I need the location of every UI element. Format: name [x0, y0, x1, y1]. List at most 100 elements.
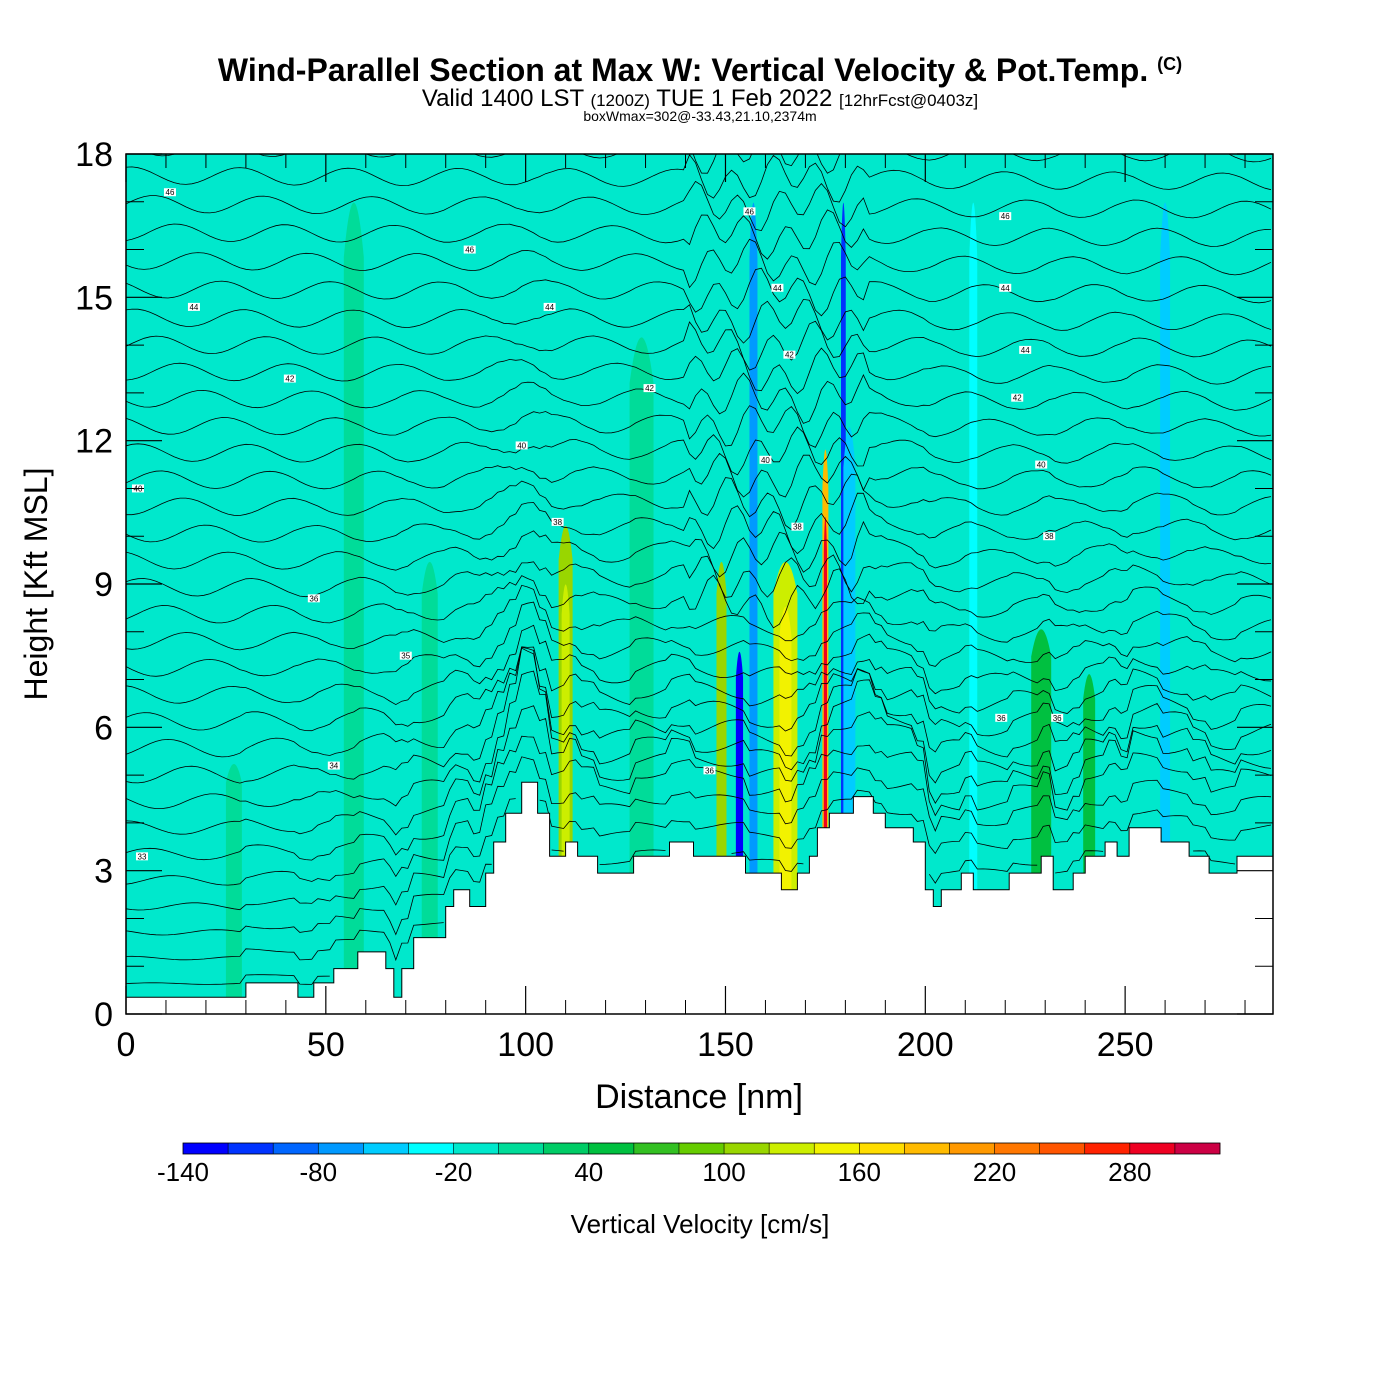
colorbar-swatch [408, 1143, 454, 1154]
colorbar-swatch [363, 1143, 409, 1154]
isentrope-label: 44 [771, 283, 784, 293]
colorbar-swatch [453, 1143, 499, 1154]
y-tick-label: 0 [94, 996, 113, 1034]
isentrope-line [126, 922, 444, 962]
colorbar-swatch [994, 1143, 1040, 1154]
velocity-column [225, 763, 242, 1014]
colorbar-swatch [1174, 1143, 1221, 1154]
isentrope-label-text: 40 [517, 441, 526, 450]
isentrope-label-text: 46 [745, 207, 754, 216]
isentrope-line [126, 735, 1272, 861]
isentrope-label-text: 42 [645, 384, 654, 393]
isentrope-label-bg [1051, 713, 1064, 722]
isentrope-line [126, 426, 1272, 476]
isentrope-label: 40 [515, 441, 528, 450]
isentrope-lines [126, 154, 1272, 984]
isentrope-label: 42 [1011, 393, 1024, 403]
y-tick-label: 3 [94, 853, 113, 891]
colorbar-swatch [318, 1143, 364, 1154]
isentrope-label-text: 44 [1021, 346, 1030, 355]
isentrope-line [126, 584, 1272, 651]
isentrope-line [149, 154, 1272, 174]
isentrope-line [126, 320, 1272, 371]
chart-subtitle: Valid 1400 LST (1200Z) TUE 1 Feb 2022 [1… [421, 85, 979, 112]
isentrope-label: 44 [999, 283, 1012, 293]
colorbar-swatch [273, 1143, 319, 1154]
isentrope-line [126, 849, 1236, 936]
isentrope-label-text: 46 [465, 246, 474, 255]
isentrope-label-text: 33 [138, 852, 147, 861]
chart-title: Wind-Parallel Section at Max W: Vertical… [217, 52, 1183, 88]
isentrope-label-text: 46 [1001, 212, 1010, 221]
isentrope-label-bg [515, 441, 528, 450]
isentrope-label: 42 [783, 350, 796, 360]
x-axis-label: Distance [nm] [595, 1078, 803, 1116]
isentrope-line [126, 347, 1272, 395]
colorbar-tick-label: -20 [435, 1157, 473, 1187]
isentrope-label: 36 [1051, 713, 1064, 723]
x-tick-label: 100 [497, 1026, 554, 1064]
isentrope-label-text: 38 [1045, 532, 1054, 541]
isentrope-line [126, 238, 1272, 289]
isentrope-line [126, 624, 1272, 706]
colorbar-swatch [949, 1143, 995, 1154]
colorbar-swatch [678, 1143, 725, 1154]
isentrope-line [126, 180, 1272, 232]
isentrope-line [126, 298, 1272, 344]
isentrope-label-bg [771, 283, 784, 292]
y-axis-label: Height [Kft MSL] [18, 468, 54, 701]
x-tick-label: 200 [897, 1026, 954, 1064]
isentrope-label-bg [327, 761, 340, 770]
colorbar-swatch [498, 1143, 544, 1154]
isentrope-line [126, 520, 1272, 578]
colorbar-tick-label: 160 [838, 1157, 881, 1187]
colorbar-swatch [769, 1143, 815, 1154]
isentrope-line [126, 647, 1272, 758]
isentrope-line [126, 372, 1272, 424]
colorbar-tick-label: -80 [299, 1157, 337, 1187]
colorbar-swatch [1084, 1143, 1131, 1154]
isentrope-label-bg [463, 245, 476, 254]
isentrope-label: 34 [327, 761, 340, 771]
colorbar-tick-label: 100 [702, 1157, 745, 1187]
isentrope-label-text: 35 [401, 652, 410, 661]
isentrope-label: 44 [187, 302, 200, 312]
colorbar-tick-label: 280 [1108, 1157, 1151, 1187]
isentrope-label-bg [1035, 460, 1048, 469]
colorbar-swatch [904, 1143, 950, 1154]
isentrope-line [126, 209, 1272, 260]
isentrope-label-bg [791, 522, 804, 531]
isentrope-label: 42 [643, 384, 656, 393]
isentrope-label-bg [999, 212, 1012, 221]
isentrope-line [126, 473, 1272, 531]
velocity-column [1160, 202, 1171, 1014]
isentrope-label-bg [703, 766, 716, 775]
terrain-profile [126, 781, 1273, 1014]
x-tick-label: 50 [307, 1026, 345, 1064]
isentrope-line [126, 568, 1272, 629]
isentrope-label-bg [543, 302, 556, 311]
isentrope-label-bg [759, 455, 772, 464]
colorbar-swatch [1129, 1143, 1176, 1154]
isentrope-label-text: 36 [705, 766, 714, 775]
isentrope-label-bg [1019, 345, 1032, 354]
isentrope-label-text: 36 [309, 594, 318, 603]
isentrope-label-text: 34 [329, 762, 338, 771]
colorbar-tick-label: 220 [973, 1157, 1016, 1187]
isentrope-label-bg [283, 374, 296, 383]
isentrope-label-bg [743, 207, 756, 216]
colorbar-swatch [633, 1143, 680, 1154]
isentrope-label-bg [307, 594, 320, 603]
isentrope-line [126, 452, 1272, 498]
isentrope-label: 38 [791, 522, 804, 532]
isentrope-label: 40 [1035, 460, 1048, 470]
isentrope-line [126, 646, 1272, 784]
box-wmax-note: boxWmax=302@-33.43,21.10,2374m [583, 108, 817, 124]
colorbar-swatch [588, 1143, 635, 1154]
isentrope-label: 36 [703, 766, 716, 775]
x-tick-label: 150 [697, 1026, 754, 1064]
velocity-column [629, 337, 654, 1014]
isentrope-label-text: 40 [761, 456, 770, 465]
y-tick-label: 18 [75, 136, 113, 174]
